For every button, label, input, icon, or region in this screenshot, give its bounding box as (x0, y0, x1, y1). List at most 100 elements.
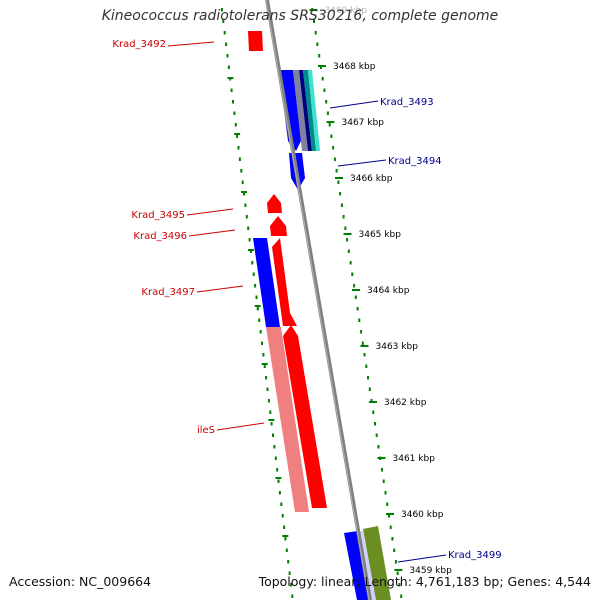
gene-krad-3499-blue-block[interactable] (344, 531, 371, 600)
left-dotted-track-dot (245, 215, 248, 219)
genome-axis (265, 0, 372, 600)
right-dotted-track-dot (342, 215, 345, 219)
left-dotted-track-dot (227, 65, 230, 69)
axis-line-highlight (265, 0, 370, 600)
ruler-tick-label: 3459 kbp (409, 566, 452, 576)
gene-label-krad-3499[interactable]: Krad_3499 (448, 550, 502, 561)
gene-label-leader (167, 41, 215, 47)
right-dotted-track-dot (361, 341, 364, 345)
left-dotted-track-dot (272, 433, 274, 437)
ruler-tick-label: 3460 kbp (401, 510, 444, 520)
gene-krad-3496-block[interactable] (270, 216, 287, 236)
left-dotted-track-dot (283, 525, 286, 529)
right-dotted-track-dot (335, 169, 338, 173)
left-dotted-track-dot (230, 88, 233, 92)
gene-label-krad-3493[interactable]: Krad_3493 (380, 97, 434, 108)
right-dotted-track-dot (384, 491, 387, 495)
right-dotted-track-dot (370, 399, 373, 403)
left-dotted-track-dot (274, 456, 277, 460)
axis-line (265, 0, 372, 600)
accession-text: Accession: NC_009664 (9, 574, 152, 589)
gene-label-iles[interactable]: ileS (197, 425, 215, 436)
right-dotted-track-dot (340, 203, 343, 207)
gene-label-krad-3497[interactable]: Krad_3497 (141, 287, 195, 298)
left-dotted-track-dot (234, 123, 237, 127)
left-dotted-track-dot (278, 491, 281, 495)
right-dotted-track-dot (344, 226, 347, 230)
left-dotted-track-dot (223, 31, 226, 35)
gene-krad-3495-block[interactable] (267, 194, 282, 213)
left-dotted-track-dot (277, 479, 280, 483)
right-dotted-track-dot (381, 468, 383, 472)
right-dotted-track-dot (394, 560, 397, 564)
gene-krad-3493-stripe-grey (293, 70, 308, 151)
right-dotted-track-dot (323, 88, 326, 92)
left-dotted-track-dot (251, 261, 254, 265)
right-dotted-track-dot (400, 594, 403, 598)
left-dotted-track-dot (281, 514, 284, 518)
left-dotted-track-dot (284, 537, 287, 541)
ruler-tick-label: 3469 kbp (325, 6, 368, 16)
right-dotted-track-dot (372, 410, 375, 414)
gene-iles-light-block[interactable] (266, 327, 309, 512)
inner-track-band (250, 0, 392, 600)
gene-label-leader (329, 100, 379, 109)
gene-krad-3497-block[interactable] (253, 238, 280, 327)
map-title: Kineococcus radiotolerans SRS30216, comp… (101, 8, 499, 24)
left-dotted-track-dot (288, 571, 291, 575)
left-dotted-track-dot (249, 249, 252, 253)
right-dotted-track-dot (318, 54, 321, 58)
right-dotted-track-dot (374, 422, 376, 426)
left-dotted-track-dot (237, 146, 240, 150)
left-dotted-track-dot (276, 468, 279, 472)
gene-labels: Krad_3492 Krad_3493 Krad_3494 Krad_3495 Krad… (112, 39, 502, 563)
right-dotted-track-dot (326, 111, 329, 115)
ruler-tick-label: 3461 kbp (393, 454, 436, 464)
gene-label-krad-3492[interactable]: Krad_3492 (112, 39, 166, 50)
left-dotted-track-dot (290, 583, 292, 587)
left-dotted-track-dot (225, 42, 228, 46)
right-dotted-track-dot (363, 353, 366, 357)
gene-iles-block[interactable] (283, 325, 327, 508)
ruler-tick-label: 3462 kbp (384, 398, 427, 408)
right-dotted-track-dot (314, 31, 317, 35)
right-dotted-track-dot (356, 307, 359, 311)
left-dotted-track-dot (243, 192, 245, 196)
left-dotted-track-dot (259, 330, 262, 334)
gene-label-krad-3494[interactable]: Krad_3494 (388, 156, 442, 167)
right-dotted-track-dot (396, 571, 399, 575)
left-dotted-track-dot (252, 272, 255, 276)
gene-label-krad-3495[interactable]: Krad_3495 (131, 210, 185, 221)
left-dotted-track-dot (273, 445, 276, 449)
left-dotted-track-dot (244, 203, 247, 207)
gene-label-krad-3496[interactable]: Krad_3496 (133, 231, 187, 242)
ruler-tick-label: 3463 kbp (376, 342, 419, 352)
right-dotted-track-dot (386, 502, 389, 506)
left-dotted-track-dot (254, 284, 257, 288)
right-dotted-track-dot (389, 525, 392, 529)
right-dotted-track-dot (330, 134, 333, 138)
right-dotted-track-dot (388, 514, 390, 518)
right-dotted-track-dot (349, 261, 352, 265)
right-dotted-track-dot (319, 65, 322, 69)
left-dotted-track-dot (261, 341, 263, 345)
gene-krad-3497-red-block[interactable] (272, 238, 297, 326)
right-dotted-track-dot (316, 42, 319, 46)
left-dotted-track-dot (222, 19, 225, 23)
right-dotted-track-dot (368, 387, 371, 391)
right-dotted-track-dot (367, 376, 369, 380)
right-dotted-track-dot (328, 123, 331, 127)
gene-krad-3493-stripe-navy (299, 70, 312, 151)
right-dotted-track-dot (391, 537, 394, 541)
gene-krad-3499-green-block[interactable] (363, 526, 391, 600)
left-dotted-track-dot (285, 548, 288, 552)
left-dotted-track-dot (255, 295, 258, 299)
ruler-tick-label: 3464 kbp (367, 286, 410, 296)
left-dotted-track-dot (233, 111, 236, 115)
left-dotted-track-dot (232, 100, 234, 104)
left-dotted-track-dot (247, 226, 250, 230)
gene-krad-3492-block[interactable] (248, 31, 263, 51)
right-dotted-track-dot (353, 284, 356, 288)
